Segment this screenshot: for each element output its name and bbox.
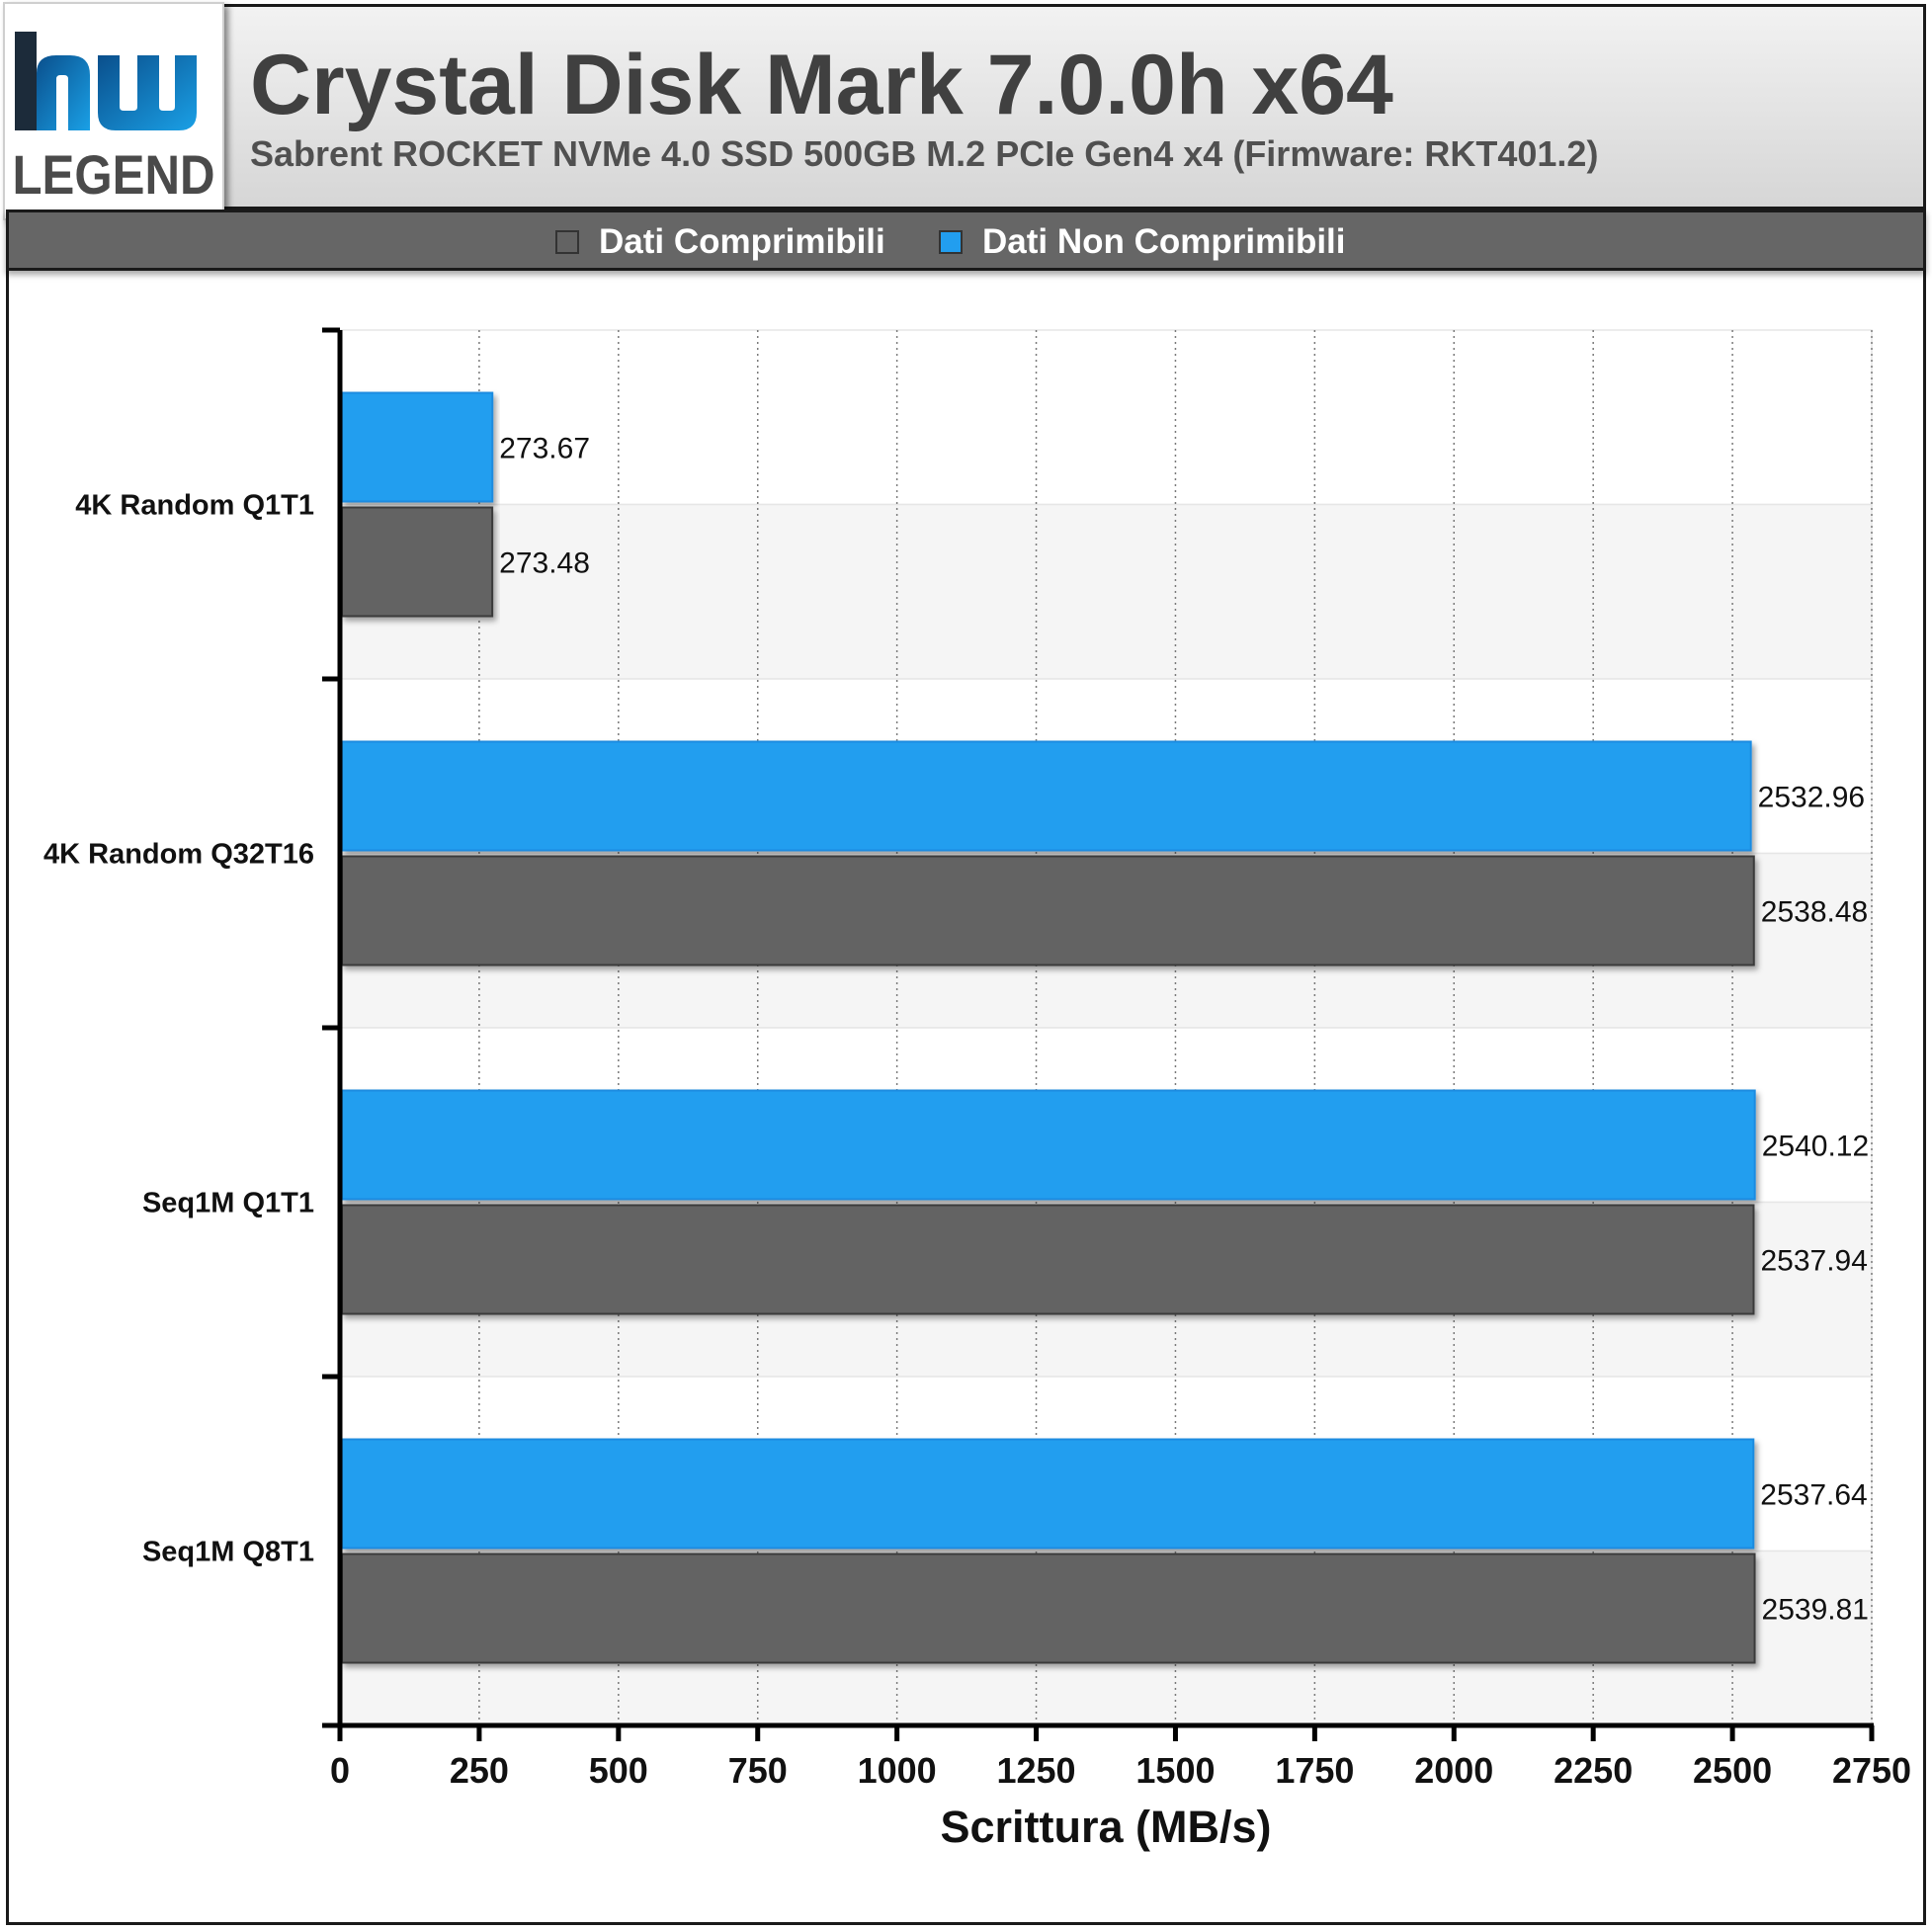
bar <box>341 391 494 503</box>
legend-swatch-incompressible <box>939 230 963 254</box>
x-axis-title: Scrittura (MB/s) <box>940 1802 1271 1852</box>
chart-title: Crystal Disk Mark 7.0.0h x64 <box>250 38 1393 132</box>
bar-value-label: 2537.94 <box>1760 1245 1867 1278</box>
x-tick-label: 0 <box>330 1750 350 1791</box>
bar <box>341 1553 1756 1664</box>
bar <box>341 1438 1755 1550</box>
category-label: Seq1M Q8T1 <box>142 1537 314 1568</box>
x-tick-label: 750 <box>728 1750 788 1791</box>
plot-band <box>339 503 1873 680</box>
chart-subtitle: Sabrent ROCKET NVMe 4.0 SSD 500GB M.2 PC… <box>250 133 1599 174</box>
bar-value-label: 273.48 <box>499 547 590 580</box>
bar <box>341 1204 1755 1315</box>
bar <box>341 855 1755 966</box>
legend: Dati Comprimibili Dati Non Comprimibili <box>6 210 1926 271</box>
x-tick-label: 2500 <box>1693 1750 1772 1791</box>
bar-value-label: 2538.48 <box>1761 896 1868 929</box>
category-label: 4K Random Q1T1 <box>75 490 314 522</box>
bar-value-label: 2537.64 <box>1760 1479 1867 1512</box>
x-tick-label: 2250 <box>1554 1750 1633 1791</box>
bar <box>341 1089 1756 1201</box>
hwlegend-logo: LEGEND <box>3 2 224 220</box>
legend-label: Dati Comprimibili <box>599 222 885 261</box>
bar <box>341 506 494 618</box>
x-tick-label: 1500 <box>1135 1750 1215 1791</box>
bar <box>341 740 1752 852</box>
bar-value-label: 273.67 <box>499 433 590 465</box>
legend-label: Dati Non Comprimibili <box>982 222 1346 261</box>
x-tick-label: 250 <box>450 1750 509 1791</box>
x-tick-label: 2000 <box>1414 1750 1493 1791</box>
legend-item-compressible: Dati Comprimibili <box>555 222 885 261</box>
x-tick-label: 1250 <box>996 1750 1075 1791</box>
logo-text: LEGEND <box>13 143 215 206</box>
bar-value-label: 2539.81 <box>1762 1594 1869 1627</box>
legend-swatch-compressible <box>555 230 579 254</box>
x-tick-label: 500 <box>589 1750 648 1791</box>
bar-value-label: 2540.12 <box>1762 1131 1869 1163</box>
plot-band <box>339 329 1873 506</box>
category-label: Seq1M Q1T1 <box>142 1188 314 1219</box>
hwlegend-logo-icon: LEGEND <box>13 32 215 206</box>
legend-item-incompressible: Dati Non Comprimibili <box>939 222 1346 261</box>
category-label: 4K Random Q32T16 <box>43 839 314 871</box>
chart-header: Crystal Disk Mark 7.0.0h x64 Sabrent ROC… <box>6 4 1926 210</box>
x-tick-label: 1750 <box>1275 1750 1354 1791</box>
bar-value-label: 2532.96 <box>1758 782 1865 814</box>
x-tick-label: 2750 <box>1832 1750 1911 1791</box>
x-tick-label: 1000 <box>858 1750 937 1791</box>
